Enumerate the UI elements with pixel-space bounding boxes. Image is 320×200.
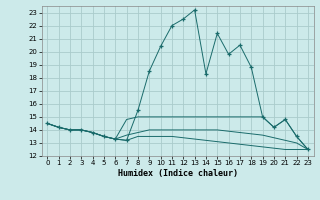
X-axis label: Humidex (Indice chaleur): Humidex (Indice chaleur) bbox=[118, 169, 237, 178]
